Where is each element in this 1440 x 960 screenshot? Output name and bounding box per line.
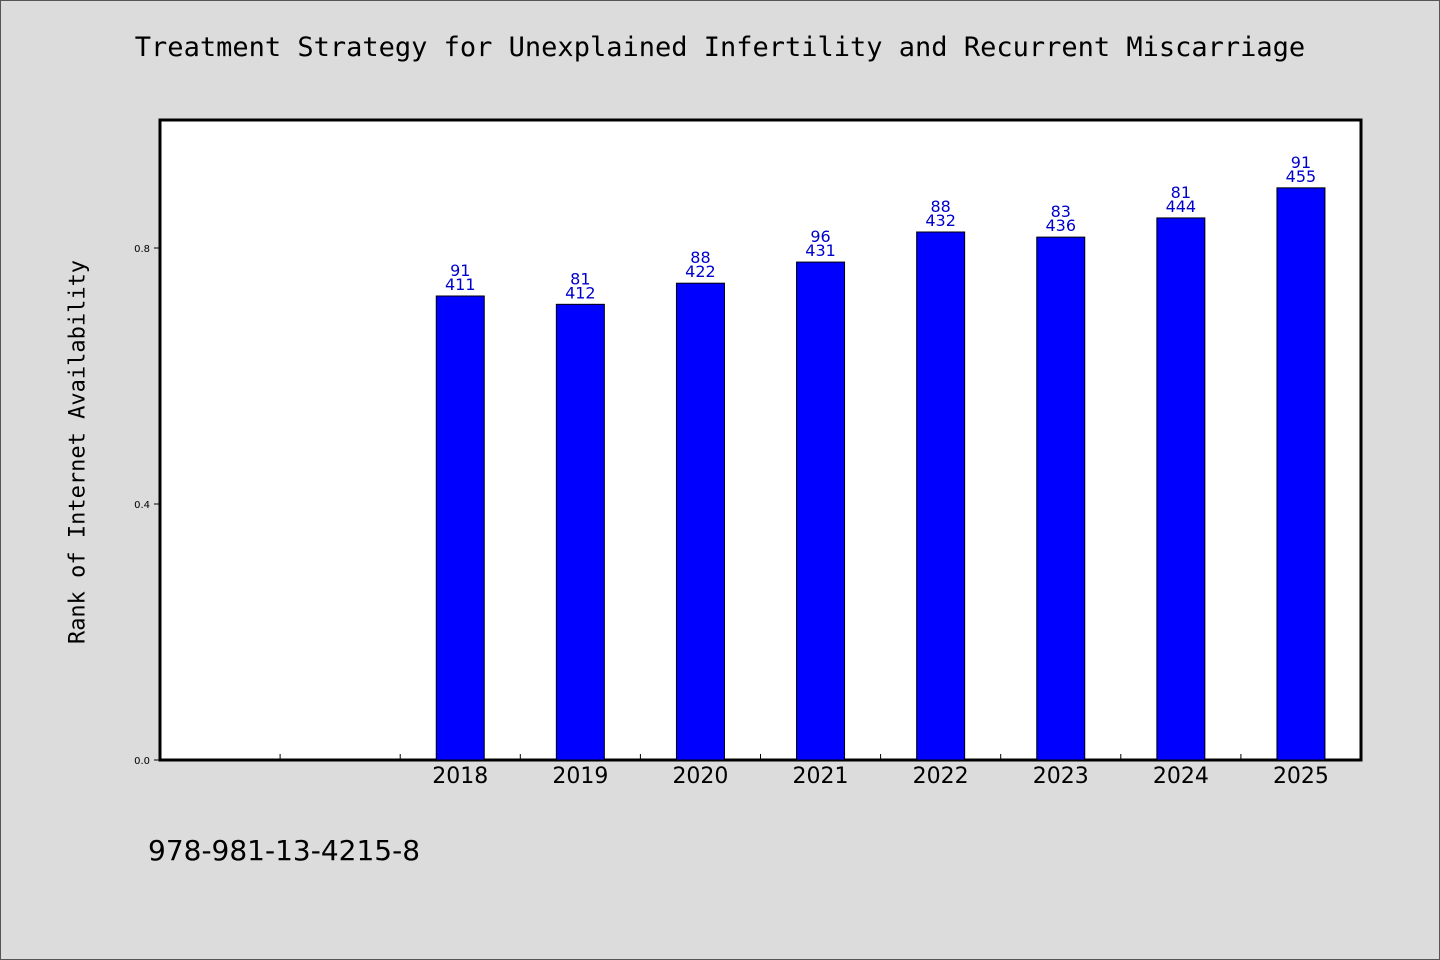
bar <box>435 295 485 761</box>
bar-label-top: 96 <box>810 227 830 246</box>
bar-label-bottom: 422 <box>685 262 716 281</box>
bar-label-top: 88 <box>690 248 710 267</box>
bar-label-top: 91 <box>450 261 470 280</box>
bar-label-bottom: 411 <box>445 275 476 294</box>
y-tick-label: 0.8 <box>134 244 150 255</box>
bars <box>435 187 1326 761</box>
category-label: 2019 <box>552 764 608 789</box>
bar <box>796 261 846 761</box>
bar-label-bottom: 432 <box>925 211 956 230</box>
bar <box>555 303 605 761</box>
bar-label-bottom: 436 <box>1045 216 1076 235</box>
x-axis-ticks <box>279 754 1242 760</box>
bar <box>1156 217 1206 761</box>
bar-label-bottom: 412 <box>565 283 596 302</box>
bar <box>916 231 966 761</box>
bar <box>1276 187 1326 761</box>
y-tick-label: 0.0 <box>134 756 150 767</box>
bar-label-top: 91 <box>1291 153 1311 172</box>
bar-label-top: 81 <box>1171 183 1191 202</box>
category-label: 2024 <box>1153 764 1209 789</box>
category-label: 2021 <box>793 764 849 789</box>
bar <box>675 282 725 761</box>
chart-title: Treatment Strategy for Unexplained Infer… <box>134 32 1306 63</box>
bar <box>1036 236 1086 761</box>
bar-label-bottom: 431 <box>805 241 836 260</box>
category-label: 2025 <box>1273 764 1329 789</box>
bar-label-bottom: 455 <box>1286 167 1317 186</box>
category-label: 2020 <box>672 764 728 789</box>
isbn-footer: 978-981-13-4215-8 <box>148 834 421 867</box>
bar-label-top: 88 <box>930 197 950 216</box>
category-label: 2023 <box>1033 764 1089 789</box>
bar-label-bottom: 444 <box>1166 197 1197 216</box>
category-labels: 2018 2019 2020 2021 2022 2023 2024 2025 <box>432 764 1329 789</box>
bar-label-top: 81 <box>570 269 590 288</box>
category-label: 2018 <box>432 764 488 789</box>
y-axis-ticks: 0.0 0.4 0.8 <box>134 244 160 767</box>
bar-label-top: 83 <box>1051 202 1071 221</box>
y-tick-label: 0.4 <box>134 500 150 511</box>
category-label: 2022 <box>913 764 969 789</box>
